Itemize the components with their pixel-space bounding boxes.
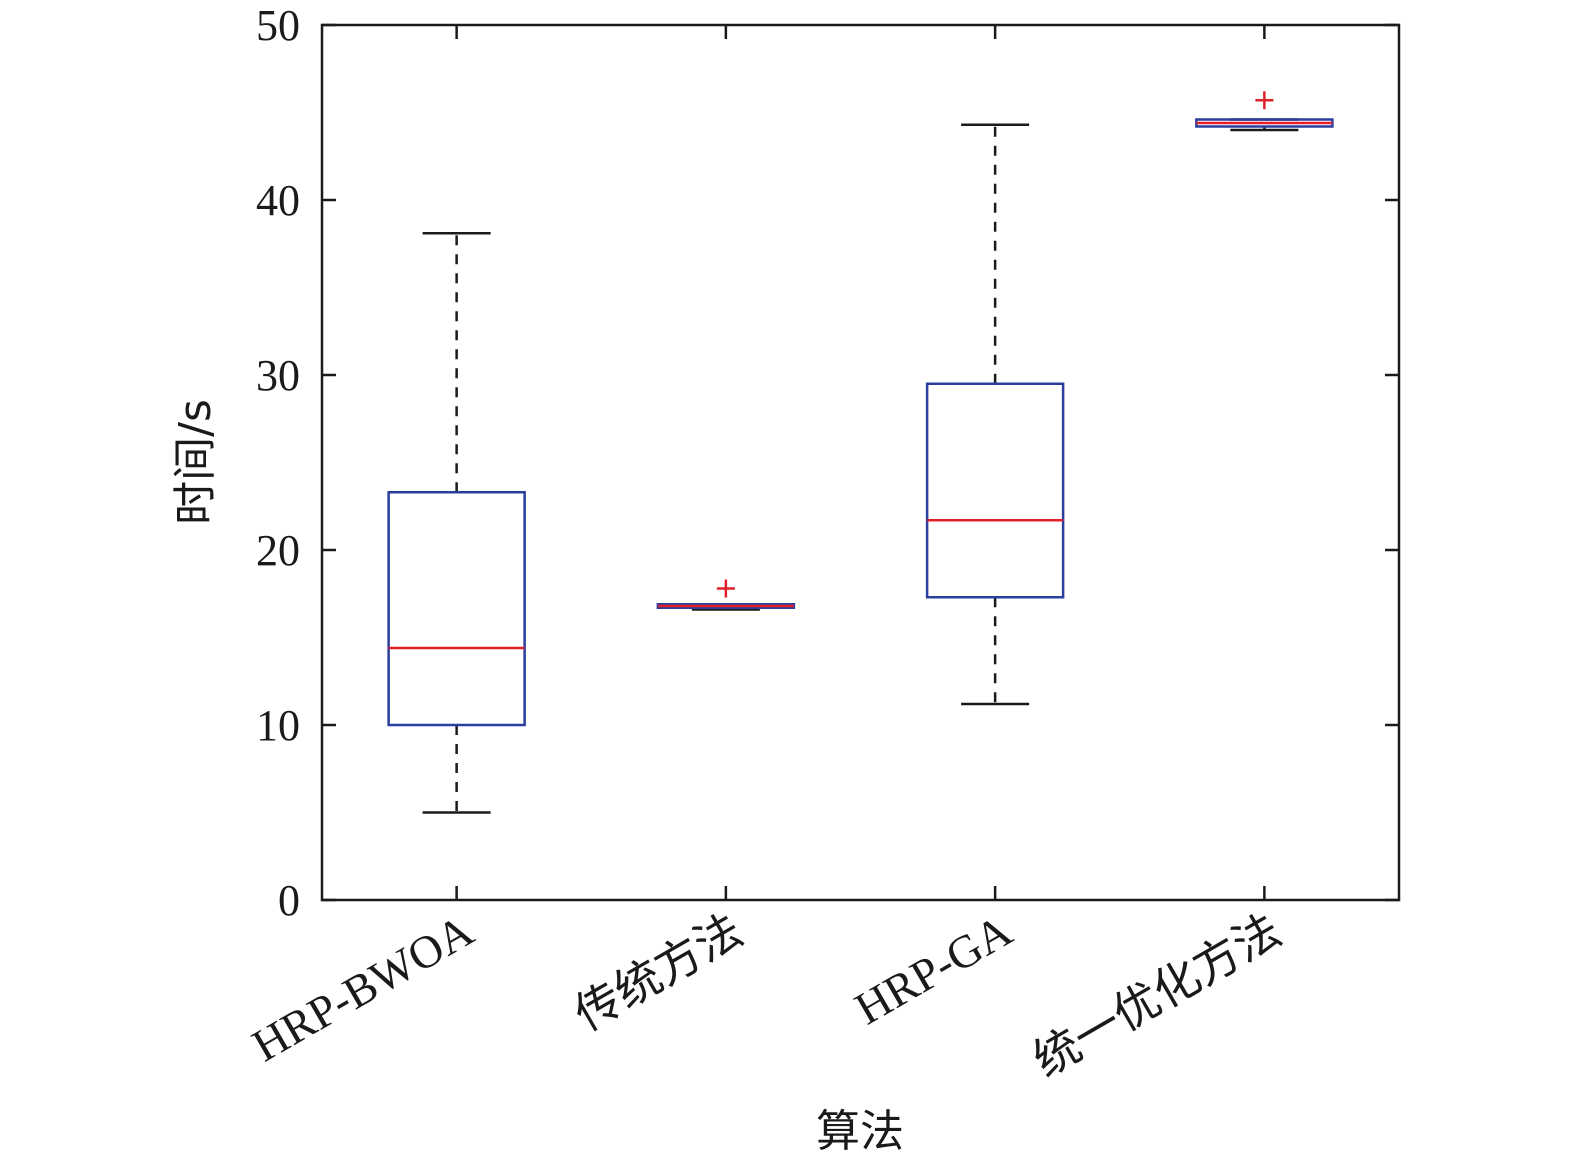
y-tick-label: 10 <box>256 701 300 750</box>
outlier-marker <box>1255 91 1274 110</box>
x-tick-label: 统一优化方法 <box>1025 904 1290 1086</box>
box-body <box>387 491 526 727</box>
box-2 <box>656 579 796 611</box>
x-tick-label: HRP-BWOA <box>244 904 482 1071</box>
y-tick-label: 40 <box>256 176 300 225</box>
box-3 <box>925 123 1065 706</box>
outlier-marker <box>716 579 735 598</box>
y-tick-label: 20 <box>256 526 300 575</box>
box-body <box>925 382 1065 599</box>
x-tick-label: 传统方法 <box>566 904 751 1040</box>
y-tick-label: 50 <box>256 1 300 50</box>
x-axis-title: 算法 <box>816 1106 904 1157</box>
y-axis-title: 时间/s <box>170 399 221 525</box>
x-axis: HRP-BWOA 传统方法 HRP-GA 统一优化方法 <box>244 25 1290 1087</box>
y-tick-label: 30 <box>256 351 300 400</box>
box-4 <box>1195 91 1334 132</box>
y-axis: 0 10 20 30 40 50 <box>256 1 1399 925</box>
x-tick-label: HRP-GA <box>846 904 1020 1034</box>
y-tick-label: 0 <box>278 876 300 925</box>
box-series <box>387 91 1334 814</box>
box-1 <box>387 232 526 814</box>
plot-area <box>320 23 1401 902</box>
